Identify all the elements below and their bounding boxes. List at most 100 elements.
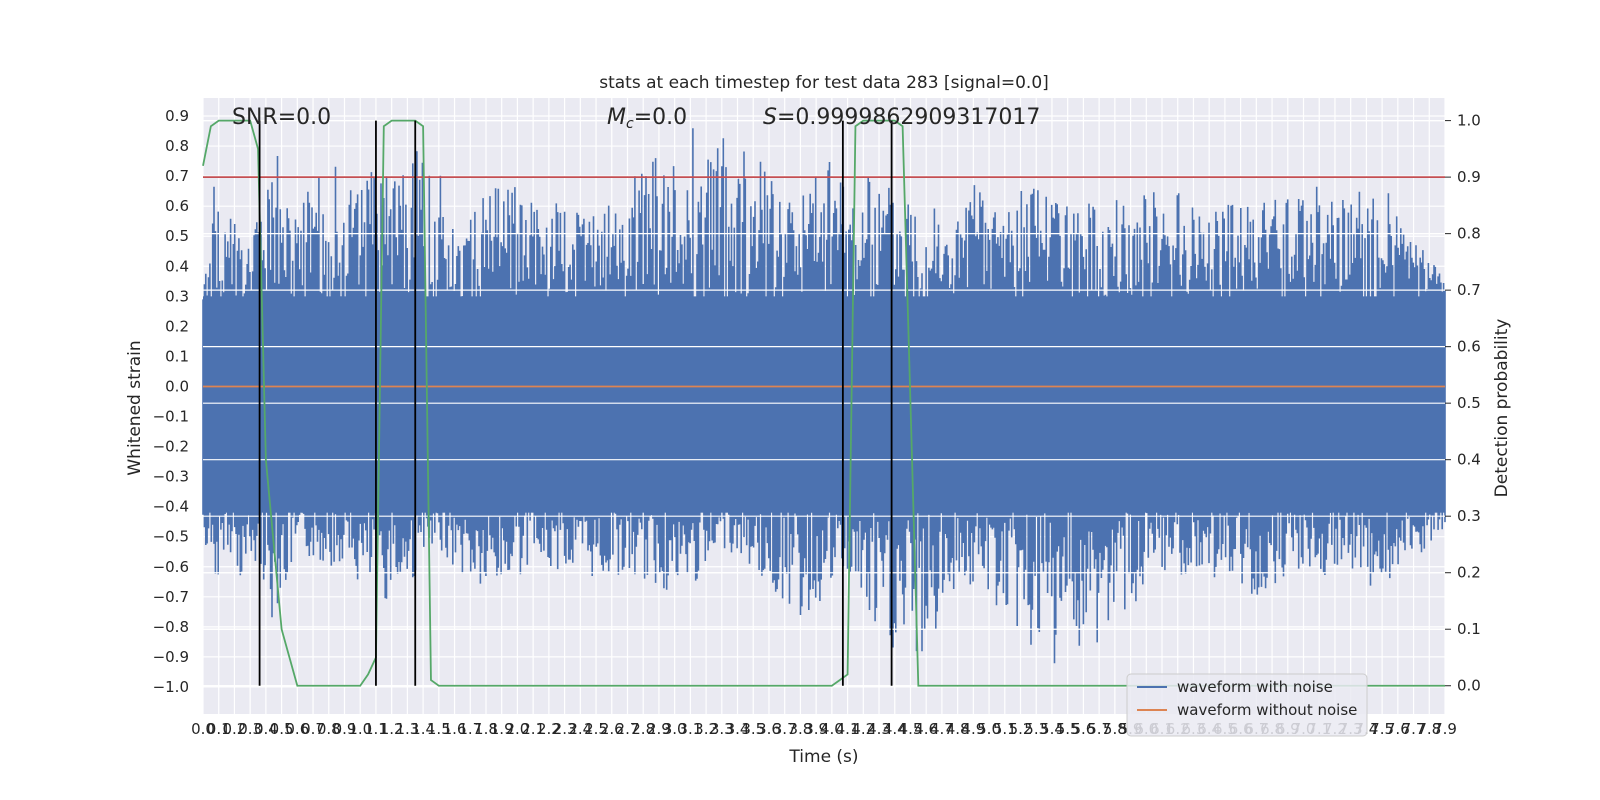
x-tick-label: 1.8 bbox=[474, 720, 498, 738]
y-left-tick-label: 0.8 bbox=[165, 137, 189, 155]
y-right-tick-label: 0.4 bbox=[1457, 451, 1481, 469]
x-tick-label: 5.3 bbox=[1024, 720, 1048, 738]
y-left-tick-label: −0.2 bbox=[153, 438, 189, 456]
x-tick-label: 2.8 bbox=[631, 720, 655, 738]
x-tick-label: 0.8 bbox=[317, 720, 341, 738]
y-right-tick-label: 0.9 bbox=[1457, 168, 1481, 186]
x-tick-label: 0.3 bbox=[238, 720, 262, 738]
y-right-tick-label: 0.8 bbox=[1457, 225, 1481, 243]
x-tick-label: 4.8 bbox=[946, 720, 970, 738]
x-tick-label: 3.9 bbox=[804, 720, 828, 738]
x-tick-label: 2.5 bbox=[584, 720, 608, 738]
y-axis-label-left: Whitened strain bbox=[125, 340, 145, 475]
x-tick-label: 1.5 bbox=[427, 720, 451, 738]
legend-label-clean: waveform without noise bbox=[1177, 701, 1357, 719]
x-tick-label: 2.4 bbox=[568, 720, 592, 738]
x-tick-label: 4.0 bbox=[820, 720, 844, 738]
x-tick-label: 7.9 bbox=[1433, 720, 1457, 738]
x-tick-label: 0.6 bbox=[285, 720, 309, 738]
chirp-mass-value: =0.0 bbox=[634, 105, 687, 130]
x-tick-label: 1.0 bbox=[348, 720, 372, 738]
y-left-tick-label: −0.5 bbox=[153, 528, 189, 546]
x-tick-label: 1.2 bbox=[380, 720, 404, 738]
y-right-tick-label: 0.0 bbox=[1457, 677, 1481, 695]
y-left-tick-label: −0.9 bbox=[153, 648, 189, 666]
y-left-tick-label: −0.6 bbox=[153, 558, 189, 576]
x-tick-label: 2.6 bbox=[600, 720, 624, 738]
x-tick-label: 3.6 bbox=[757, 720, 781, 738]
x-tick-label: 0.2 bbox=[223, 720, 247, 738]
chart-title: stats at each timestep for test data 283… bbox=[599, 73, 1049, 93]
x-tick-label: 4.2 bbox=[851, 720, 875, 738]
x-tick-label: 1.4 bbox=[411, 720, 435, 738]
x-tick-label: 2.0 bbox=[506, 720, 530, 738]
detection-stat-value: =0.9999862909317017 bbox=[777, 105, 1040, 130]
x-tick-label: 5.5 bbox=[1056, 720, 1080, 738]
x-tick-label: 0.5 bbox=[270, 720, 294, 738]
y-right-tick-label: 0.3 bbox=[1457, 507, 1481, 525]
y-left-tick-label: 0.9 bbox=[165, 107, 189, 125]
y-left-tick-label: 0.1 bbox=[165, 347, 189, 365]
x-tick-label: 5.4 bbox=[1040, 720, 1064, 738]
legend-label-noise: waveform with noise bbox=[1177, 678, 1333, 696]
y-left-tick-label: −1.0 bbox=[153, 678, 189, 696]
y-left-tick-label: 0.5 bbox=[165, 227, 189, 245]
x-tick-label: 5.7 bbox=[1087, 720, 1111, 738]
y-right-tick-label: 0.7 bbox=[1457, 281, 1481, 299]
x-tick-label: 4.5 bbox=[899, 720, 923, 738]
y-right-tick-label: 0.6 bbox=[1457, 338, 1481, 356]
x-tick-label: 3.0 bbox=[663, 720, 687, 738]
x-tick-label: 5.1 bbox=[993, 720, 1017, 738]
x-tick-label: 5.0 bbox=[977, 720, 1001, 738]
y-left-tick-label: −0.7 bbox=[153, 588, 189, 606]
y-left-tick-label: 0.7 bbox=[165, 167, 189, 185]
x-tick-label: 7.7 bbox=[1402, 720, 1426, 738]
y-left-tick-label: −0.3 bbox=[153, 468, 189, 486]
x-tick-label: 5.8 bbox=[1103, 720, 1127, 738]
x-tick-label: 1.3 bbox=[395, 720, 419, 738]
y-left-tick-label: 0.3 bbox=[165, 287, 189, 305]
legend: waveform with noise waveform without noi… bbox=[1126, 673, 1368, 737]
noise-trace bbox=[202, 128, 1446, 664]
y-left-tick-label: 0.4 bbox=[165, 257, 189, 275]
x-tick-label: 4.4 bbox=[883, 720, 907, 738]
x-tick-label: 4.9 bbox=[961, 720, 985, 738]
y-left-tick-label: 0.2 bbox=[165, 317, 189, 335]
y-left-tick-label: 0.6 bbox=[165, 197, 189, 215]
x-tick-label: 3.3 bbox=[710, 720, 734, 738]
x-tick-label: 4.3 bbox=[867, 720, 891, 738]
y-left-tick-label: −0.1 bbox=[153, 408, 189, 426]
x-tick-label: 2.1 bbox=[521, 720, 545, 738]
x-tick-label: 2.3 bbox=[553, 720, 577, 738]
chirp-mass-annotation: Mc=0.0 bbox=[607, 105, 687, 132]
x-tick-label: 1.7 bbox=[458, 720, 482, 738]
x-tick-label: 3.2 bbox=[694, 720, 718, 738]
x-tick-label: 0.0 bbox=[191, 720, 215, 738]
x-tick-label: 0.7 bbox=[301, 720, 325, 738]
x-tick-label: 4.1 bbox=[836, 720, 860, 738]
y-axis-label-right: Detection probability bbox=[1492, 319, 1512, 498]
x-tick-label: 2.2 bbox=[537, 720, 561, 738]
x-tick-label: 3.4 bbox=[726, 720, 750, 738]
x-tick-label: 7.8 bbox=[1417, 720, 1441, 738]
y-right-tick-label: 0.5 bbox=[1457, 394, 1481, 412]
x-tick-label: 3.7 bbox=[773, 720, 797, 738]
y-left-tick-label: −0.8 bbox=[153, 618, 189, 636]
x-tick-label: 0.1 bbox=[207, 720, 231, 738]
x-tick-label: 7.5 bbox=[1370, 720, 1394, 738]
x-axis-label: Time (s) bbox=[788, 747, 858, 767]
x-tick-label: 5.2 bbox=[1009, 720, 1033, 738]
y-right-tick-label: 0.1 bbox=[1457, 620, 1481, 638]
y-left-tick-label: 0.0 bbox=[165, 377, 189, 395]
chirp-mass-subscript: c bbox=[626, 116, 634, 132]
y-right-tick-label: 1.0 bbox=[1457, 112, 1481, 130]
x-tick-label: 3.5 bbox=[741, 720, 765, 738]
x-tick-label: 1.9 bbox=[490, 720, 514, 738]
x-tick-label: 4.6 bbox=[914, 720, 938, 738]
detection-stat-annotation: S=0.9999862909317017 bbox=[763, 105, 1040, 130]
y-left-tick-label: −0.4 bbox=[153, 498, 189, 516]
event-lines bbox=[258, 120, 893, 686]
detection-stat-symbol: S bbox=[763, 105, 777, 130]
x-tick-label: 3.1 bbox=[678, 720, 702, 738]
